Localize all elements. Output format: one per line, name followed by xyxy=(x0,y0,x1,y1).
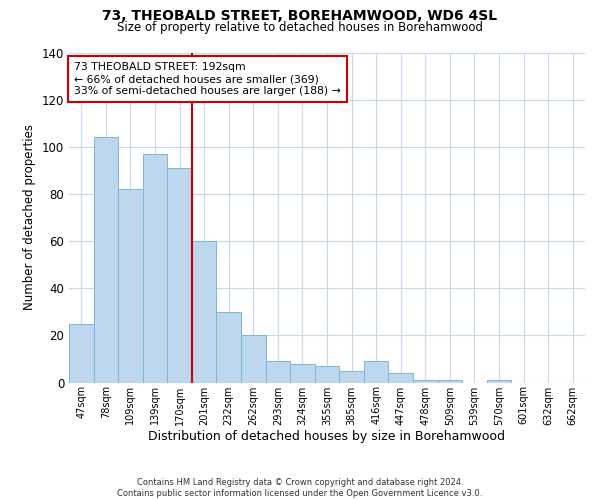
Bar xyxy=(118,189,143,382)
Bar xyxy=(315,366,339,382)
Bar xyxy=(388,373,413,382)
Bar xyxy=(217,312,241,382)
Bar xyxy=(94,138,118,382)
Text: 73, THEOBALD STREET, BOREHAMWOOD, WD6 4SL: 73, THEOBALD STREET, BOREHAMWOOD, WD6 4S… xyxy=(103,9,497,23)
X-axis label: Distribution of detached houses by size in Borehamwood: Distribution of detached houses by size … xyxy=(149,430,505,443)
Bar xyxy=(143,154,167,382)
Bar xyxy=(290,364,315,382)
Text: 73 THEOBALD STREET: 192sqm
← 66% of detached houses are smaller (369)
33% of sem: 73 THEOBALD STREET: 192sqm ← 66% of deta… xyxy=(74,62,341,96)
Bar xyxy=(192,241,217,382)
Bar xyxy=(364,362,388,382)
Bar xyxy=(437,380,462,382)
Text: Size of property relative to detached houses in Borehamwood: Size of property relative to detached ho… xyxy=(117,21,483,34)
Bar xyxy=(413,380,437,382)
Bar xyxy=(266,362,290,382)
Bar xyxy=(69,324,94,382)
Text: Contains HM Land Registry data © Crown copyright and database right 2024.
Contai: Contains HM Land Registry data © Crown c… xyxy=(118,478,482,498)
Bar xyxy=(339,370,364,382)
Y-axis label: Number of detached properties: Number of detached properties xyxy=(23,124,36,310)
Bar xyxy=(487,380,511,382)
Bar xyxy=(241,336,266,382)
Bar xyxy=(167,168,192,382)
